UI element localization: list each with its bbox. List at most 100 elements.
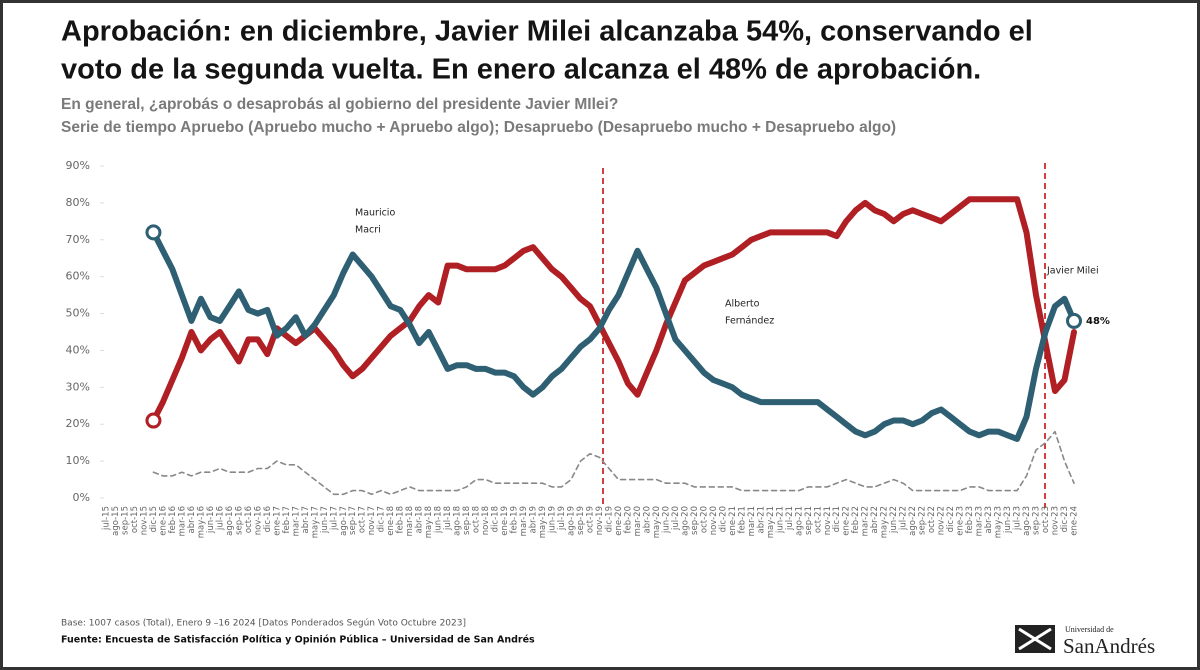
x-tick-label: jun-21: [775, 506, 785, 534]
x-tick-label: oct-21: [813, 506, 823, 533]
series-line: [150, 229, 1077, 442]
logo-text: SanAndrés: [1063, 634, 1155, 658]
x-tick-label: nov-17: [367, 506, 377, 535]
x-tick-label: abr-23: [984, 506, 994, 533]
y-tick-label: 40%: [66, 343, 90, 356]
source: Fuente: Encuesta de Satisfacción Polític…: [61, 635, 535, 646]
x-tick-label: dic-22: [946, 506, 956, 532]
x-tick-label: feb-21: [737, 506, 747, 534]
footnote: Base: 1007 casos (Total), Enero 9 –16 20…: [61, 619, 466, 629]
x-tick-label: jun-22: [889, 506, 899, 534]
x-tick-label: ene-16: [158, 506, 168, 536]
x-tick-label: sep-16: [234, 506, 244, 535]
x-tick-label: dic-21: [832, 506, 842, 532]
x-tick-label: oct-20: [699, 506, 709, 533]
x-tick-label: may-17: [310, 506, 320, 538]
x-tick-label: jun-19: [548, 506, 558, 534]
x-tick-label: sep-20: [690, 506, 700, 535]
x-tick-label: ene-20: [614, 506, 624, 536]
x-tick-label: may-19: [538, 506, 548, 538]
x-tick-label: abr-19: [529, 506, 539, 533]
x-tick-label: nov-19: [595, 506, 605, 535]
x-tick-label: oct-22: [927, 506, 937, 533]
x-tick-label: abr-16: [187, 506, 197, 533]
x-tick-label: jul-19: [557, 506, 567, 531]
chart-title: voto de la segunda vuelta. En enero alca…: [61, 54, 981, 86]
x-tick-label: jun-18: [434, 506, 444, 534]
x-tick-label: mar-21: [747, 506, 757, 536]
x-tick-label: mar-19: [519, 506, 529, 536]
logo: Universidad de SanAndrés: [1015, 625, 1155, 658]
end-marker: [145, 412, 162, 429]
x-tick-label: ago-23: [1022, 506, 1032, 536]
x-tick-label: feb-16: [168, 506, 178, 534]
y-tick-label: 90%: [66, 159, 90, 172]
x-tick-label: ago-19: [567, 506, 577, 536]
x-tick-label: jun-23: [1003, 506, 1013, 534]
x-tick-label: may-22: [880, 506, 890, 538]
x-tick-label: nov-18: [481, 506, 491, 535]
series-line: [152, 430, 1075, 496]
annotation: Macri: [355, 225, 381, 236]
x-tick-label: sep-21: [804, 506, 814, 535]
x-tick-label: nov-23: [1051, 506, 1061, 535]
logo-text: Universidad de: [1065, 625, 1114, 634]
x-tick-label: sep-19: [576, 506, 586, 535]
x-tick-label: may-16: [196, 506, 206, 538]
x-tick-label: ene-21: [728, 506, 738, 536]
x-tick-label: dic-19: [604, 506, 614, 532]
x-tick-label: sep-15: [120, 506, 130, 535]
x-tick-label: sep-23: [1032, 506, 1042, 535]
x-tick-label: nov-20: [709, 506, 719, 535]
x-tick-label: dic-16: [263, 506, 273, 532]
x-tick-label: ago-22: [908, 506, 918, 536]
y-tick-label: 0%: [73, 491, 90, 504]
y-tick-label: 30%: [66, 380, 90, 393]
x-tick-label: abr-17: [301, 506, 311, 533]
x-tick-label: jun-16: [206, 506, 216, 534]
x-tick-label: may-23: [994, 506, 1004, 538]
x-tick-label: feb-22: [851, 506, 861, 534]
x-tick-label: mar-23: [975, 506, 985, 536]
x-tick-label: may-18: [424, 506, 434, 538]
x-tick-label: jun-17: [320, 506, 330, 534]
x-tick-label: abr-22: [870, 506, 880, 533]
x-tick-label: jun-20: [661, 506, 671, 534]
x-tick-label: oct-15: [130, 506, 140, 533]
x-tick-label: dic-23: [1060, 506, 1070, 532]
x-tick-label: ene-23: [956, 506, 966, 536]
x-tick-label: ene-24: [1070, 506, 1080, 536]
x-tick-label: ene-18: [386, 506, 396, 536]
x-tick-label: sep-22: [918, 506, 928, 535]
x-tick-label: oct-23: [1041, 506, 1051, 533]
x-tick-label: jul-22: [899, 506, 909, 531]
x-tick-label: feb-23: [965, 506, 975, 534]
x-tick-label: nov-16: [253, 506, 263, 535]
x-tick-label: jul-18: [443, 506, 453, 531]
chart-title: Aprobación: en diciembre, Javier Milei a…: [61, 16, 1033, 48]
chart-subtitle: Serie de tiempo Apruebo (Apruebo mucho +…: [61, 119, 896, 136]
x-tick-label: oct-18: [472, 506, 482, 533]
x-tick-label: jul-21: [785, 506, 795, 531]
annotation: Fernández: [725, 316, 774, 327]
y-tick-label: 80%: [66, 196, 90, 209]
x-tick-label: feb-17: [282, 506, 292, 534]
x-tick-label: mar-16: [177, 506, 187, 536]
x-tick-label: nov-21: [823, 506, 833, 535]
x-tick-label: oct-16: [244, 506, 254, 533]
x-tick-label: feb-20: [623, 506, 633, 534]
x-tick-label: jul-20: [671, 506, 681, 531]
x-tick-label: sep-18: [462, 506, 472, 535]
x-tick-label: ene-17: [272, 506, 282, 536]
x-tick-label: ene-19: [500, 506, 510, 536]
end-marker: [145, 224, 162, 241]
x-tick-label: jul-16: [215, 506, 225, 531]
x-tick-label: dic-17: [377, 506, 387, 532]
x-tick-label: dic-20: [718, 506, 728, 532]
chart-subtitle: En general, ¿aprobás o desaprobás al gob…: [61, 96, 618, 113]
x-tick-label: ago-18: [453, 506, 463, 536]
x-tick-label: mar-17: [291, 506, 301, 536]
x-tick-label: jul-23: [1013, 506, 1023, 531]
x-tick-label: may-21: [766, 506, 776, 538]
